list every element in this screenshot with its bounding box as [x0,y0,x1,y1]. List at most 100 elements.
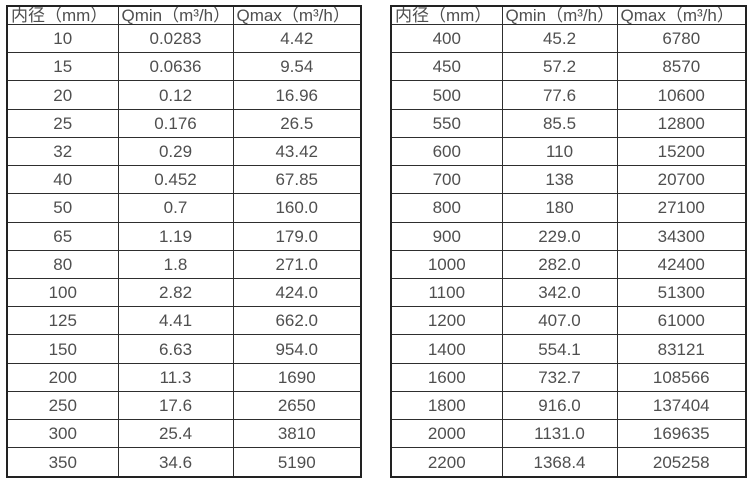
table-cell: 61000 [616,306,747,336]
table-cell: 34.6 [117,447,234,478]
table-cell: 179.0 [232,221,362,251]
table-row: 1400 554.1 83121 [390,334,747,364]
table-cell: 500 [390,80,503,110]
table-cell: 15 [6,52,119,82]
table-cell: 0.7 [117,193,234,223]
table-row: 450 57.2 8570 [390,52,747,82]
table-cell: 250 [6,390,119,421]
table-cell: 6780 [616,23,747,54]
table-row: 15 0.0636 9.54 [6,52,362,82]
table-cell: 43.42 [232,136,362,167]
table-cell: 137404 [616,390,747,421]
table-cell: 83121 [616,334,747,364]
table-cell: 160.0 [232,193,362,223]
table-row: 1100 342.0 51300 [390,277,747,308]
table-row: 125 4.41 662.0 [6,306,362,336]
table-cell: 10 [6,23,119,54]
table-row: 25 0.176 26.5 [6,108,362,138]
table-cell: 1131.0 [501,419,618,449]
table-cell: 180 [501,193,618,223]
table-cell: 800 [390,193,503,223]
table-cell: 700 [390,165,503,195]
col-header-qmax: Qmax（m³/h） [232,5,362,25]
table-cell: 662.0 [232,306,362,336]
table-row: 1600 732.7 108566 [390,362,747,392]
table-row: 300 25.4 3810 [6,419,362,449]
table-cell: 1600 [390,362,503,392]
table-cell: 0.176 [117,108,234,138]
flow-spec-table-large-diameters: 内径（mm） Qmin（m³/h） Qmax（m³/h） 400 45.2 6780… [390,5,747,478]
table-cell: 424.0 [232,277,362,308]
table-cell: 11.3 [117,362,234,392]
table-cell: 4.41 [117,306,234,336]
table-cell: 77.6 [501,80,618,110]
flow-spec-table-small-diameters: 内径（mm） Qmin（m³/h） Qmax（m³/h） 10 0.0283 4.4… [6,5,362,478]
table-cell: 554.1 [501,334,618,364]
table-row: 2200 1368.4 205258 [390,447,747,478]
table-cell: 300 [6,419,119,449]
table-cell: 27100 [616,193,747,223]
table-row: 50 0.7 160.0 [6,193,362,223]
table-cell: 1800 [390,390,503,421]
table-cell: 100 [6,277,119,308]
table-cell: 50 [6,193,119,223]
table-cell: 200 [6,362,119,392]
table-cell: 15200 [616,136,747,167]
table-cell: 57.2 [501,52,618,82]
table-cell: 916.0 [501,390,618,421]
table-cell: 550 [390,108,503,138]
table-cell: 229.0 [501,221,618,251]
table-row: 600 110 15200 [390,136,747,167]
table-cell: 3810 [232,419,362,449]
table-cell: 8570 [616,52,747,82]
col-header-diameter: 内径（mm） [390,5,503,25]
table-row: 350 34.6 5190 [6,447,362,478]
table-cell: 67.85 [232,165,362,195]
table-cell: 1000 [390,249,503,279]
table-row: 150 6.63 954.0 [6,334,362,364]
table-cell: 282.0 [501,249,618,279]
table-cell: 34300 [616,221,747,251]
table-header-row: 内径（mm） Qmin（m³/h） Qmax（m³/h） [6,5,362,25]
table-cell: 350 [6,447,119,478]
table-row: 400 45.2 6780 [390,23,747,54]
table-row: 20 0.12 16.96 [6,80,362,110]
table-cell: 1200 [390,306,503,336]
table-cell: 205258 [616,447,747,478]
col-header-qmin: Qmin（m³/h） [117,5,234,25]
table-cell: 0.12 [117,80,234,110]
table-row: 700 138 20700 [390,165,747,195]
table-cell: 954.0 [232,334,362,364]
table-cell: 2650 [232,390,362,421]
table-cell: 85.5 [501,108,618,138]
table-cell: 5190 [232,447,362,478]
table-cell: 20 [6,80,119,110]
table-cell: 0.0636 [117,52,234,82]
table-cell: 1.19 [117,221,234,251]
table-cell: 6.63 [117,334,234,364]
table-row: 100 2.82 424.0 [6,277,362,308]
table-row: 1000 282.0 42400 [390,249,747,279]
table-row: 1200 407.0 61000 [390,306,747,336]
table-cell: 0.29 [117,136,234,167]
table-row: 550 85.5 12800 [390,108,747,138]
table-cell: 25 [6,108,119,138]
col-header-diameter: 内径（mm） [6,5,119,25]
table-cell: 1100 [390,277,503,308]
table-cell: 10600 [616,80,747,110]
table-cell: 2000 [390,419,503,449]
table-cell: 600 [390,136,503,167]
table-cell: 407.0 [501,306,618,336]
table-row: 80 1.8 271.0 [6,249,362,279]
table-row: 200 11.3 1690 [6,362,362,392]
table-row: 1800 916.0 137404 [390,390,747,421]
table-row: 500 77.6 10600 [390,80,747,110]
table-cell: 17.6 [117,390,234,421]
table-cell: 108566 [616,362,747,392]
table-cell: 40 [6,165,119,195]
table-cell: 1400 [390,334,503,364]
table-cell: 138 [501,165,618,195]
table-cell: 150 [6,334,119,364]
table-row: 32 0.29 43.42 [6,136,362,167]
